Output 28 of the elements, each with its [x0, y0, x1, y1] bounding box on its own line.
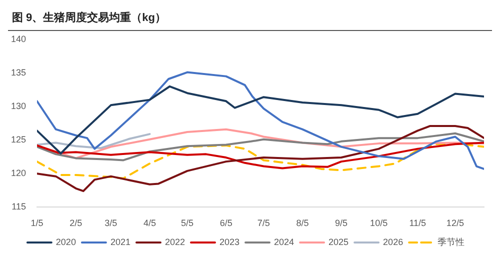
x-tick-label: 1/5	[30, 218, 44, 228]
y-tick-label: 115	[12, 202, 26, 212]
y-tick-label: 120	[10, 168, 26, 178]
legend-label: 2026	[383, 236, 404, 247]
legend-label: 2023	[219, 236, 240, 247]
x-tick-label: 7/5	[257, 218, 270, 228]
y-tick-label: 125	[10, 134, 26, 145]
x-tick-label: 6/5	[220, 218, 232, 228]
y-tick-label: 140	[10, 34, 26, 44]
x-tick-label: 2/5	[70, 218, 82, 228]
y-tick-label: 135	[10, 67, 26, 78]
x-tick-label: 3/5	[104, 218, 118, 228]
x-tick-label: 4/5	[143, 218, 156, 228]
legend-label: 2021	[110, 236, 130, 247]
chart-title: 图 9、生猪周度交易均重（kg）	[8, 8, 492, 31]
legend-label: 2024	[274, 236, 294, 247]
x-tick-label: 5/5	[181, 218, 194, 228]
x-tick-label: 12/5	[446, 218, 464, 228]
y-tick-label: 130	[10, 101, 26, 112]
x-tick-label: 9/5	[335, 218, 348, 228]
x-tick-label: 8/5	[296, 218, 309, 228]
legend-label: 季节性	[438, 236, 465, 247]
legend-label: 2025	[328, 236, 349, 247]
x-tick-label: 10/5	[370, 218, 388, 228]
line-series	[37, 142, 484, 180]
legend-label: 2020	[56, 236, 76, 247]
legend-label: 2022	[164, 236, 185, 247]
x-tick-label: 11/5	[409, 218, 426, 228]
